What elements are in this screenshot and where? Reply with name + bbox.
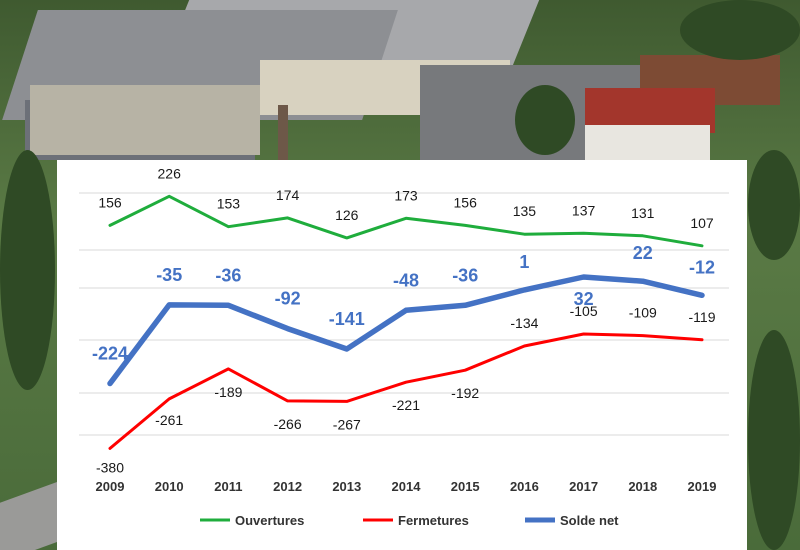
data-label: -261 — [155, 412, 183, 428]
data-label: 1 — [519, 252, 529, 272]
data-label: -12 — [689, 257, 715, 277]
data-label: 135 — [513, 203, 537, 219]
data-label: -36 — [215, 265, 241, 285]
x-tick-label: 2010 — [155, 479, 184, 494]
data-label: -35 — [156, 265, 182, 285]
data-label: 174 — [276, 187, 300, 203]
x-tick-label: 2014 — [392, 479, 422, 494]
data-label: -267 — [333, 416, 361, 432]
chart-panel: 156 226 153 174 126 173 156 135 137 131 107 -380 -26… — [57, 160, 747, 550]
x-tick-label: 2019 — [688, 479, 717, 494]
data-label: -189 — [214, 384, 242, 400]
data-label: -134 — [510, 315, 538, 331]
tree — [748, 330, 800, 550]
legend-label: Solde net — [560, 513, 619, 528]
x-tick-label: 2009 — [96, 479, 125, 494]
building-wall — [585, 125, 710, 160]
tree — [680, 0, 800, 60]
data-label: 156 — [98, 194, 122, 210]
legend: Ouvertures Fermetures Solde net — [200, 513, 619, 528]
data-label: 107 — [690, 215, 714, 231]
data-label: -119 — [689, 309, 716, 325]
legend-label: Fermetures — [398, 513, 469, 528]
tree — [515, 85, 575, 155]
x-tick-label: 2018 — [628, 479, 657, 494]
data-label: -36 — [452, 265, 478, 285]
data-label: -266 — [274, 416, 302, 432]
x-axis-ticks: 2009 2010 2011 2012 2013 2014 2015 2016 2017 2018… — [96, 479, 717, 494]
data-label: -109 — [629, 305, 657, 321]
x-tick-label: 2011 — [214, 479, 242, 494]
data-label: 153 — [217, 196, 241, 212]
gridlines — [79, 192, 729, 436]
data-label: 22 — [633, 243, 653, 263]
x-tick-label: 2015 — [451, 479, 480, 494]
data-label: -92 — [275, 289, 301, 309]
legend-label: Ouvertures — [235, 513, 304, 528]
data-label: -48 — [393, 270, 419, 290]
data-label: -192 — [451, 385, 479, 401]
x-tick-label: 2017 — [569, 479, 598, 494]
data-label: -380 — [96, 459, 124, 475]
data-label: 226 — [158, 165, 182, 181]
data-label: -105 — [570, 303, 598, 319]
series-lines — [107, 194, 705, 450]
data-label: 126 — [335, 207, 359, 223]
data-label: 131 — [631, 205, 655, 221]
x-tick-label: 2012 — [273, 479, 302, 494]
tree — [0, 150, 55, 390]
data-label: 173 — [394, 187, 418, 203]
x-tick-label: 2016 — [510, 479, 539, 494]
tree — [748, 150, 800, 260]
data-label: 156 — [454, 194, 478, 210]
factory-wall — [30, 85, 260, 155]
line-chart: 156 226 153 174 126 173 156 135 137 131 107 -380 -26… — [79, 165, 729, 528]
data-label: -141 — [329, 309, 365, 329]
x-tick-label: 2013 — [332, 479, 361, 494]
series-line-solde-net — [107, 274, 705, 387]
data-label: 32 — [574, 289, 594, 309]
series-line-ouvertures — [108, 194, 704, 248]
data-label: -221 — [392, 397, 420, 413]
data-label: -224 — [92, 343, 128, 363]
chimney — [278, 105, 288, 165]
series-line-fermetures — [108, 332, 704, 450]
data-label: 137 — [572, 202, 596, 218]
data-labels: 156 226 153 174 126 173 156 135 137 131 107 -380 -26… — [92, 165, 716, 475]
